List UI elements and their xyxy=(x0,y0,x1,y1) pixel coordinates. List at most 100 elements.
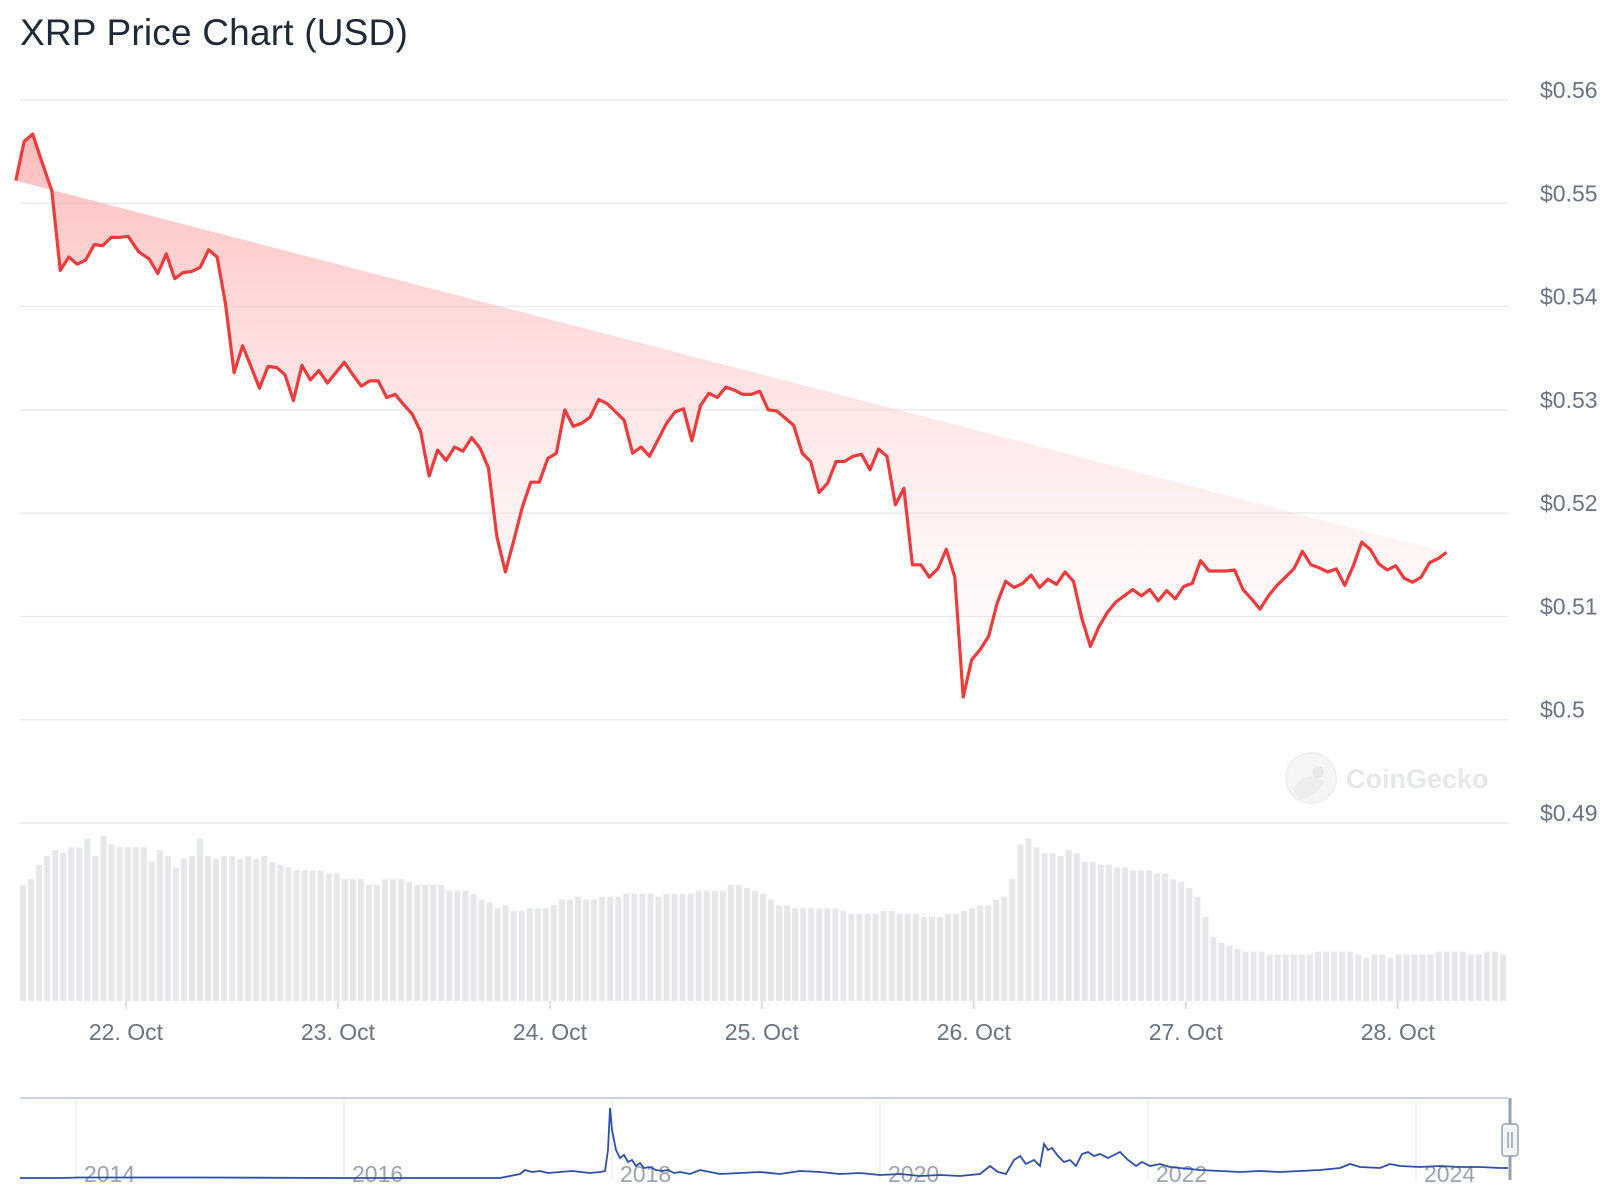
navigator-grid xyxy=(75,1100,1417,1180)
volume-bar xyxy=(28,879,35,1001)
price-line[interactable] xyxy=(14,132,1448,699)
volume-bar xyxy=(679,893,686,1001)
volume-bar xyxy=(180,858,187,1001)
volume-bar xyxy=(1403,954,1410,1001)
volume-bar xyxy=(1258,951,1265,1001)
volume-bar xyxy=(156,850,163,1001)
volume-bar xyxy=(1371,954,1378,1001)
volume-bar xyxy=(1290,954,1297,1001)
volume-bar xyxy=(526,908,533,1001)
volume-bar xyxy=(792,908,799,1001)
volume-bar xyxy=(245,856,252,1001)
volume-bar xyxy=(1483,951,1490,1001)
volume-bar xyxy=(1475,954,1482,1001)
x-tick-label: 28. Oct xyxy=(1361,1019,1436,1045)
volume-bar xyxy=(1146,870,1153,1001)
volume-bar xyxy=(1210,937,1217,1001)
volume-bar xyxy=(510,911,517,1001)
volume-bar xyxy=(671,893,678,1001)
volume-bar xyxy=(647,893,654,1001)
volume-bar xyxy=(743,887,750,1001)
volume-bar xyxy=(1282,954,1289,1001)
volume-bar xyxy=(494,908,501,1001)
volume-bar xyxy=(285,867,292,1001)
volume-bar xyxy=(188,856,195,1001)
volume-bar xyxy=(277,864,284,1001)
volume-bar xyxy=(639,893,646,1001)
volume-bar xyxy=(800,908,807,1001)
volume-bar xyxy=(172,867,179,1001)
y-axis-labels: $0.56 $0.55 $0.54 $0.53 $0.52 $0.51 $0.5 $0.49 xyxy=(1540,77,1598,826)
volume-bar xyxy=(1105,864,1112,1001)
volume-bar xyxy=(1162,873,1169,1001)
volume-bar xyxy=(486,902,493,1001)
volume-bar xyxy=(687,893,694,1001)
volume-bar xyxy=(1154,873,1161,1001)
volume-bar xyxy=(132,847,139,1001)
volume-bar xyxy=(751,890,758,1001)
volume-bar xyxy=(68,847,75,1001)
volume-bar xyxy=(1025,838,1032,1001)
volume-bar xyxy=(1347,951,1354,1001)
volume-bar xyxy=(936,916,943,1001)
volume-bar xyxy=(655,896,662,1001)
volume-bar xyxy=(776,905,783,1001)
volume-bar xyxy=(1170,879,1177,1001)
volume-bar xyxy=(333,873,340,1001)
y-tick-label: $0.49 xyxy=(1540,800,1598,826)
volume-bar xyxy=(1459,951,1466,1001)
volume-bar xyxy=(1363,957,1370,1001)
volume-bar xyxy=(1443,951,1450,1001)
volume-bar xyxy=(1129,870,1137,1001)
volume-bar xyxy=(124,847,131,1001)
volume-bar xyxy=(703,890,710,1001)
volume-bar xyxy=(1467,954,1474,1001)
volume-bar xyxy=(164,856,171,1001)
volume-bar xyxy=(84,838,91,1001)
volume-bar xyxy=(422,885,429,1001)
y-tick-label: $0.5 xyxy=(1540,697,1585,723)
y-tick-label: $0.55 xyxy=(1540,180,1598,206)
navigator-price-line xyxy=(20,1107,1508,1179)
navigator-year-labels: 2014 2016 2018 2020 2022 2024 xyxy=(84,1161,1475,1187)
x-tick-label: 24. Oct xyxy=(513,1019,588,1045)
volume-bar xyxy=(1379,954,1386,1001)
volume-bar xyxy=(695,890,702,1001)
volume-bar xyxy=(1194,896,1201,1001)
volume-bar xyxy=(1138,870,1145,1001)
navigator[interactable]: 2014 2016 2018 2020 2022 2024 xyxy=(20,1097,1519,1187)
volume-bar xyxy=(1323,951,1330,1001)
volume-bar xyxy=(631,893,638,1001)
volume-bar xyxy=(301,870,308,1001)
x-tick-label: 23. Oct xyxy=(301,1019,376,1045)
volume-bar xyxy=(1113,867,1120,1001)
x-tick-label: 27. Oct xyxy=(1149,1019,1224,1045)
volume-bar xyxy=(1065,850,1072,1001)
volume-bar xyxy=(1097,864,1104,1001)
volume-bar xyxy=(325,873,332,1001)
volume-bar xyxy=(221,856,228,1001)
volume-bar xyxy=(414,885,421,1001)
volume-bar xyxy=(1427,954,1434,1001)
volume-bar xyxy=(398,879,405,1001)
volume-bar xyxy=(1411,954,1418,1001)
volume-bar xyxy=(44,856,51,1001)
volume-bar xyxy=(108,844,115,1001)
volume-bar xyxy=(76,847,83,1001)
volume-bar xyxy=(711,890,718,1001)
volume-bar xyxy=(719,890,726,1001)
volume-bar xyxy=(1266,954,1273,1001)
volume-bar xyxy=(1298,954,1305,1001)
volume-bar xyxy=(1387,957,1394,1001)
volume-bar xyxy=(1419,954,1426,1001)
volume-bar xyxy=(1242,951,1249,1001)
volume-bar xyxy=(213,858,220,1001)
volume-bar xyxy=(60,853,67,1001)
volume-bar xyxy=(1395,954,1402,1001)
navigator-handle[interactable] xyxy=(1501,1123,1519,1157)
volume-bar xyxy=(116,847,123,1001)
x-tick-label: 25. Oct xyxy=(725,1019,800,1045)
volume-bar xyxy=(52,850,59,1001)
volume-bar xyxy=(583,899,590,1001)
